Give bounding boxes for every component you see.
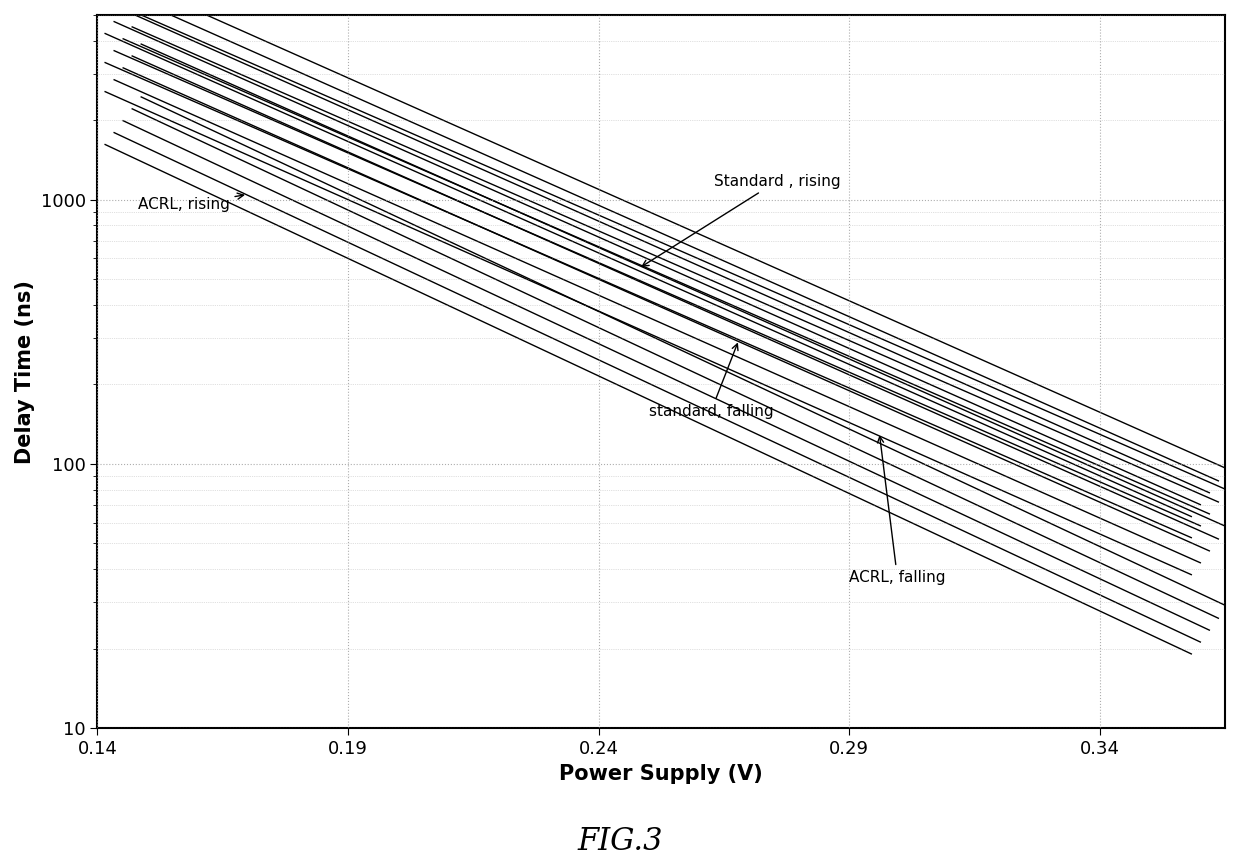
Y-axis label: Delay Time (ns): Delay Time (ns) <box>15 279 35 464</box>
Text: FIG.3: FIG.3 <box>578 826 662 858</box>
Text: standard, falling: standard, falling <box>649 344 774 418</box>
Text: ACRL, rising: ACRL, rising <box>138 193 243 213</box>
Text: Standard , rising: Standard , rising <box>642 174 841 266</box>
X-axis label: Power Supply (V): Power Supply (V) <box>559 764 763 784</box>
Text: ACRL, falling: ACRL, falling <box>849 437 946 585</box>
